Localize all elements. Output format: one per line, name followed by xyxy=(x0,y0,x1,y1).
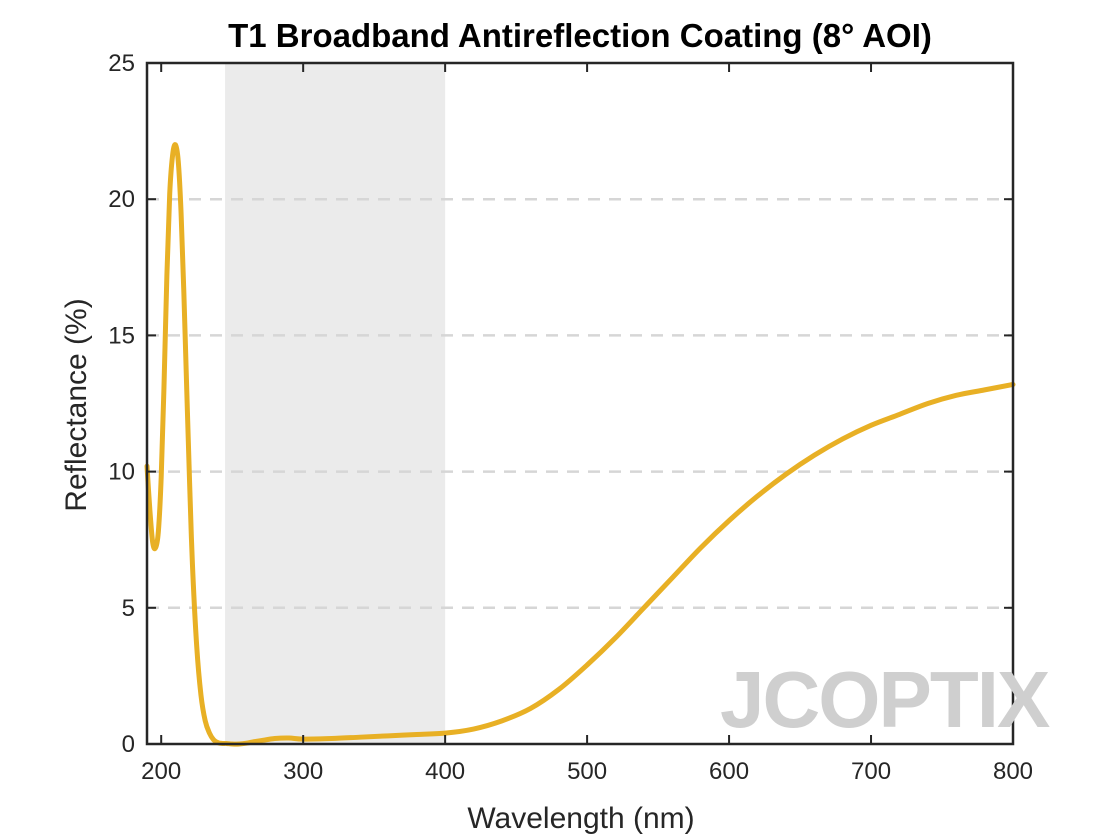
x-tick-label-400: 400 xyxy=(425,758,465,785)
y-tick-label-10: 10 xyxy=(108,459,135,486)
logo-wordmark: JCOPTIX xyxy=(720,655,1050,744)
y-tick-label-20: 20 xyxy=(108,186,135,213)
y-tick-label-15: 15 xyxy=(108,322,135,349)
x-tick-label-800: 800 xyxy=(993,758,1033,785)
y-tick-label-0: 0 xyxy=(122,731,135,758)
x-axis-label: Wavelength (nm) xyxy=(467,802,694,835)
x-tick-label-600: 600 xyxy=(709,758,749,785)
series-line-0 xyxy=(144,142,1016,747)
chart-title: T1 Broadband Antireflection Coating (8° … xyxy=(228,17,932,54)
x-tick-label-700: 700 xyxy=(851,758,891,785)
x-tick-label-200: 200 xyxy=(141,758,181,785)
jcoptix-logo: JCOPTIX xyxy=(720,655,1052,744)
x-tick-label-300: 300 xyxy=(283,758,323,785)
y-axis-label: Reflectance (%) xyxy=(60,298,93,511)
y-tick-label-5: 5 xyxy=(122,595,135,622)
plot-area: 200 300 400 500 600 700 800 0 5 10 15 20 25 xyxy=(108,50,1033,785)
axes-frame xyxy=(145,61,1015,746)
y-tick-label-25: 25 xyxy=(108,50,135,77)
x-tick-label-500: 500 xyxy=(567,758,607,785)
shaded-band xyxy=(225,63,446,744)
